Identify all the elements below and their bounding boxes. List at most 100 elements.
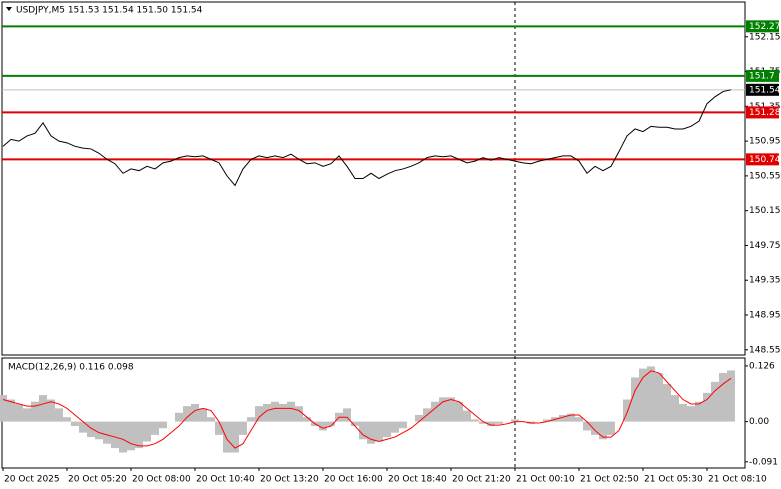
histogram-bar	[479, 421, 487, 424]
histogram-bar	[487, 421, 495, 427]
histogram-bar	[415, 414, 423, 422]
histogram-bar	[383, 421, 391, 438]
level-label-box	[746, 106, 779, 119]
histogram-bar	[0, 395, 7, 422]
histogram-bar	[239, 421, 247, 435]
histogram-bar	[623, 399, 631, 422]
y-tick-label: 148.55	[749, 345, 781, 355]
histogram-bar	[7, 399, 15, 422]
histogram-bar	[79, 421, 87, 433]
histogram-bar	[199, 408, 207, 422]
histogram-bar	[263, 403, 271, 422]
level-label-box	[746, 69, 779, 82]
histogram-bar	[543, 419, 551, 422]
histogram-bar	[455, 401, 463, 422]
histogram-bar	[359, 421, 367, 440]
x-tick-label: 20 Oct 18:40	[388, 475, 447, 485]
x-tick-label: 21 Oct 08:10	[708, 475, 767, 485]
histogram-bar	[55, 408, 63, 422]
histogram-bar	[343, 408, 351, 422]
histogram-bar	[327, 421, 335, 427]
histogram-bar	[703, 392, 711, 422]
histogram-bar	[119, 421, 127, 453]
histogram-bar	[351, 421, 359, 427]
histogram-bar	[95, 421, 103, 440]
x-tick-label: 20 Oct 2025	[4, 475, 60, 485]
histogram-bar	[607, 421, 615, 435]
histogram-bar	[567, 413, 575, 422]
y-tick-label: -0.091	[749, 457, 778, 467]
histogram-bar	[111, 421, 119, 449]
histogram-bar	[375, 421, 383, 442]
histogram-bar	[215, 421, 223, 435]
histogram-bar	[727, 370, 735, 422]
price-frame	[1, 1, 746, 356]
histogram-bar	[23, 408, 31, 422]
histogram-bar	[143, 421, 151, 442]
histogram-bar	[271, 401, 279, 422]
x-tick-label: 21 Oct 05:30	[644, 475, 703, 485]
histogram-bar	[319, 421, 327, 431]
histogram-bar	[367, 421, 375, 444]
histogram-bar	[391, 421, 399, 433]
histogram-bar	[15, 403, 23, 422]
histogram-bar	[447, 397, 455, 422]
x-tick-label: 20 Oct 10:40	[196, 475, 255, 485]
histogram-bar	[63, 417, 71, 422]
x-tick-label: 20 Oct 08:00	[132, 475, 191, 485]
histogram-bar	[687, 406, 695, 422]
histogram-bar	[647, 366, 655, 422]
histogram-bar	[279, 403, 287, 422]
level-label-box	[746, 20, 779, 33]
histogram-bar	[223, 421, 231, 453]
histogram-bar	[583, 421, 591, 431]
histogram-bar	[655, 373, 663, 422]
histogram-bar	[679, 403, 687, 422]
level-label: 150.74	[749, 155, 781, 165]
histogram-bar	[591, 421, 599, 435]
histogram-bar	[295, 406, 303, 422]
histogram-bar	[303, 417, 311, 422]
histogram-bar	[511, 419, 519, 422]
histogram-bar	[439, 397, 447, 422]
menu-arrow	[6, 7, 12, 11]
histogram-bar	[175, 412, 183, 422]
histogram-bar	[159, 421, 167, 429]
histogram-bar	[191, 403, 199, 422]
last-price-box	[746, 83, 779, 96]
y-tick-label: 150.15	[749, 206, 781, 216]
histogram-bar	[87, 421, 95, 438]
level-label: 152.27	[749, 22, 781, 32]
histogram-bar	[71, 421, 79, 427]
last-price-label: 151.54	[749, 85, 781, 95]
histogram-bar	[711, 381, 719, 422]
y-tick-label: 152.15	[749, 32, 781, 42]
histogram-bar	[31, 401, 39, 422]
histogram-bar	[639, 368, 647, 422]
histogram-bar	[495, 421, 503, 424]
histogram-bar	[103, 421, 111, 444]
y-tick-label: 0.00	[749, 417, 769, 427]
x-tick-label: 21 Oct 02:50	[580, 475, 639, 485]
macd-title: MACD(12,26,9) 0.116 0.098	[8, 363, 134, 373]
histogram-bar	[575, 417, 583, 422]
y-tick-label: 149.35	[749, 276, 781, 286]
histogram-bar	[671, 395, 679, 422]
histogram-bar	[631, 377, 639, 422]
histogram-bar	[135, 421, 143, 449]
histogram-bar	[695, 401, 703, 422]
histogram-bar	[559, 414, 567, 422]
histogram-bar	[399, 421, 407, 429]
y-tick-label: 150.55	[749, 171, 781, 181]
histogram-bar	[231, 421, 239, 453]
histogram-bar	[463, 410, 471, 422]
histogram-bar	[471, 419, 479, 422]
histogram-bar	[431, 401, 439, 422]
histogram-bar	[719, 373, 727, 422]
y-tick-label: 148.95	[749, 311, 781, 321]
histogram-bar	[47, 399, 55, 422]
histogram-bar	[207, 417, 215, 422]
histogram-bar	[39, 395, 47, 422]
